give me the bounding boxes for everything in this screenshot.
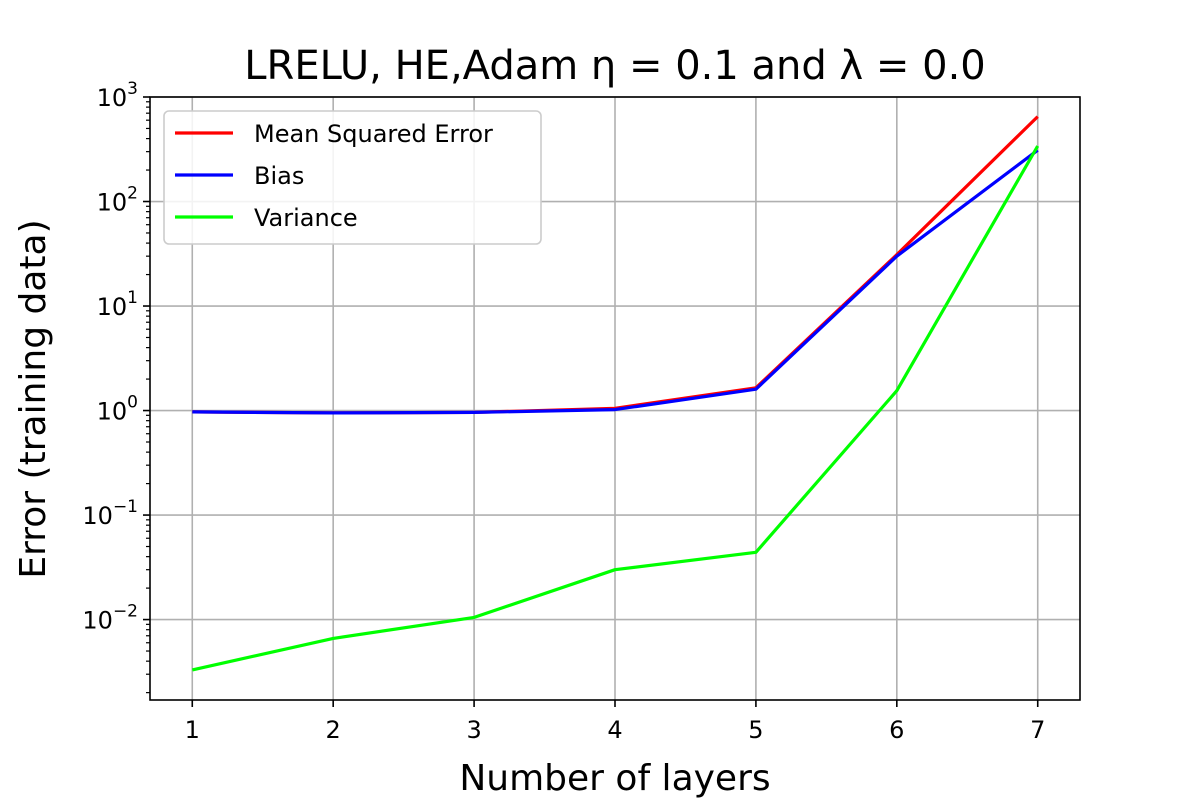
ticks: 1 2 3 4 5 6 7 10−2 10−1 100 101 102 103 xyxy=(82,79,1045,744)
legend-label-mean-squared-error: Mean Squared Error xyxy=(254,120,493,148)
x-tick-label: 5 xyxy=(748,716,763,744)
series-line-variance xyxy=(191,145,1040,672)
x-tick-label: 4 xyxy=(607,716,622,744)
plot-frame xyxy=(149,96,1081,701)
y-tick-label: 10−1 xyxy=(82,497,138,530)
x-tick-label: 6 xyxy=(889,716,904,744)
y-tick-label: 10−2 xyxy=(82,602,138,635)
y-axis-label: Error (training data) xyxy=(13,219,54,578)
y-tick-label: 100 xyxy=(97,393,138,426)
x-tick-label: 2 xyxy=(326,716,341,744)
legend-label-bias: Bias xyxy=(254,162,304,190)
chart-title: LRELU, HE,Adam η = 0.1 and λ = 0.0 xyxy=(244,43,985,89)
legend-label-variance: Variance xyxy=(254,204,358,232)
y-tick-label: 101 xyxy=(97,288,138,321)
y-tick-label: 102 xyxy=(97,184,138,217)
x-tick-label: 1 xyxy=(185,716,200,744)
series-layer xyxy=(191,115,1040,672)
y-tick-label: 103 xyxy=(97,79,138,112)
x-tick-label: 7 xyxy=(1030,716,1045,744)
legend: Mean Squared Error Bias Variance xyxy=(163,110,542,245)
x-tick-label: 3 xyxy=(466,716,481,744)
legend-box xyxy=(163,110,542,245)
series-line-bias xyxy=(192,148,1039,415)
x-axis-label: Number of layers xyxy=(459,758,770,799)
